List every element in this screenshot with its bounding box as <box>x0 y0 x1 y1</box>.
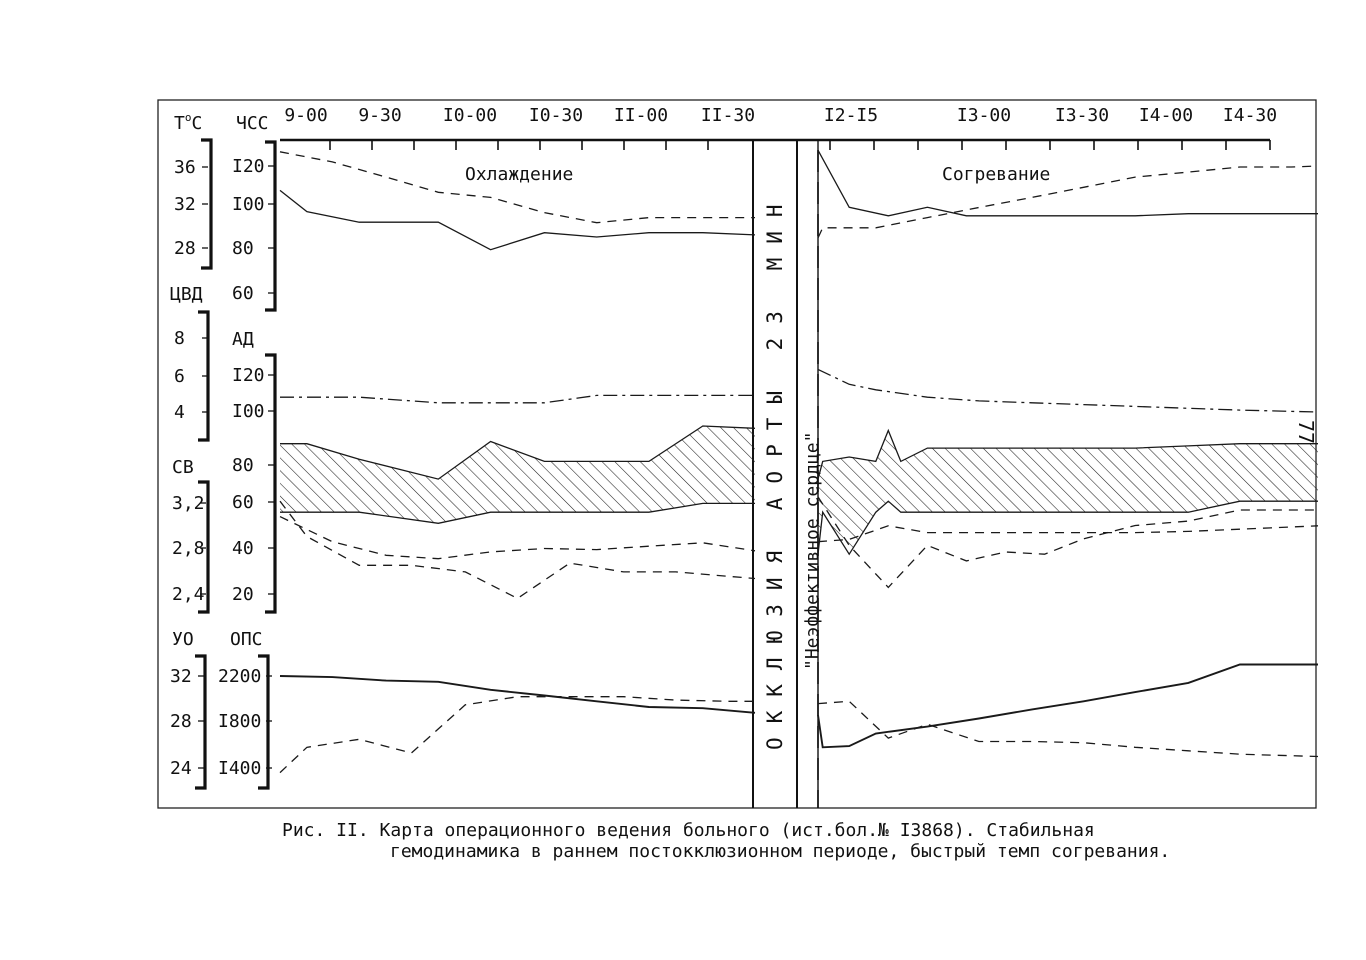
axis-brackets <box>195 138 277 790</box>
tick-label-svr-1: I800 <box>218 711 261 732</box>
series-temp-segment-0 <box>279 151 755 224</box>
axis-label-bp: АД <box>232 329 254 350</box>
tick-label-bp-3: 60 <box>232 492 254 513</box>
time-tick-4: II-00 <box>614 105 668 126</box>
bracket-hr <box>265 140 277 312</box>
time-tick-2: I0-00 <box>443 105 497 126</box>
bracket-sv <box>195 654 207 790</box>
series-svr-segment-1 <box>817 496 1318 589</box>
caption-line-1: Рис. II. Карта операционного ведения бол… <box>282 820 1095 841</box>
tick-label-temp-2: 28 <box>174 238 196 259</box>
tick-label-svr-0: 2200 <box>218 666 261 687</box>
tick-label-bp-1: I00 <box>232 401 265 422</box>
series-hr-segment-0 <box>279 189 756 251</box>
series-bp_dia-segment-1 <box>817 500 1318 556</box>
series-ci-segment-1 <box>817 525 1319 543</box>
tick-label-ci-2: 2,4 <box>172 584 205 605</box>
axis-label-svr: ОПС <box>230 629 263 650</box>
time-tick-0: 9-00 <box>284 105 327 126</box>
tick-label-bp-0: I20 <box>232 365 265 386</box>
tick-label-temp-1: 32 <box>174 194 196 215</box>
series-svr-segment-0 <box>279 500 756 600</box>
time-tick-1: 9-30 <box>358 105 401 126</box>
occlusion-label: ОККЛЮЗИЯ АОРТЫ 23 МИН <box>763 190 787 750</box>
tick-label-cvp-1: 6 <box>174 366 185 387</box>
bracket-cvp <box>198 310 210 442</box>
tick-labels: 36 32 28 I20 I00 80 60 8 6 4 I20 I00 80 60 40 20 3,2 2,8 2… <box>170 156 274 779</box>
tick-label-bp-5: 20 <box>232 584 254 605</box>
series-sv-segment-1 <box>817 700 1319 758</box>
tick-label-hr-1: I00 <box>232 194 265 215</box>
time-tick-8: I3-30 <box>1055 105 1109 126</box>
series-temp-segment-1 <box>817 165 1319 239</box>
bracket-svr <box>258 654 270 790</box>
series-svr_dyn-segment-0 <box>279 675 756 714</box>
axis-label-cvp: ЦВД <box>170 284 203 305</box>
ineffective-heart-label: "Неэффективное сердце" <box>802 432 823 670</box>
time-tick-5: II-30 <box>701 105 755 126</box>
axis-label-temp: ТоС <box>174 111 202 134</box>
time-tick-labels: 9-00 9-30 I0-00 I0-30 II-00 II-30 I2-I5 I3-00 I3… <box>284 105 1277 150</box>
time-tick-6: I2-I5 <box>824 105 878 126</box>
time-tick-7: I3-00 <box>957 105 1011 126</box>
bp-band-1 <box>818 430 1318 555</box>
tick-label-cvp-0: 8 <box>174 328 185 349</box>
series-bp_dia-segment-0 <box>280 502 755 524</box>
axis-label-hr: ЧСС <box>236 113 269 134</box>
tick-label-bp-2: 80 <box>232 455 254 476</box>
tick-label-bp-4: 40 <box>232 538 254 559</box>
tick-label-hr-2: 80 <box>232 238 254 259</box>
series-svr_dyn-segment-1 <box>817 663 1318 749</box>
time-tick-9: I4-00 <box>1139 105 1193 126</box>
tick-label-svr-2: I400 <box>218 758 261 779</box>
series-lines <box>279 149 1319 774</box>
series-bp_sys-segment-1 <box>817 428 1318 480</box>
series-bp_sys-segment-0 <box>280 425 756 480</box>
tick-label-ci-0: 3,2 <box>172 493 205 514</box>
bracket-temp <box>201 138 213 270</box>
series-cvp-segment-0 <box>280 394 755 404</box>
series-hr-segment-1 <box>817 149 1318 217</box>
phase-label-cooling: Охлаждение <box>465 164 573 185</box>
tick-label-hr-3: 60 <box>232 283 254 304</box>
page-number: 77 <box>1294 420 1318 445</box>
figure-caption: Рис. II. Карта операционного ведения бол… <box>282 820 1322 862</box>
bracket-bp <box>265 353 277 614</box>
phase-label-warming: Согревание <box>942 164 1050 185</box>
tick-label-hr-0: I20 <box>232 156 265 177</box>
bracket-ci <box>198 480 210 614</box>
blood-pressure-band <box>280 426 1318 555</box>
tick-label-sv-1: 28 <box>170 711 192 732</box>
bp-band-0 <box>280 426 755 524</box>
tick-label-sv-2: 24 <box>170 758 192 779</box>
tick-label-cvp-2: 4 <box>174 402 185 423</box>
axis-label-ci: СВ <box>172 457 194 478</box>
series-cvp-segment-1 <box>817 368 1319 413</box>
tick-label-sv-0: 32 <box>170 666 192 687</box>
tick-label-ci-1: 2,8 <box>172 538 205 559</box>
series-ci-segment-0 <box>279 516 756 560</box>
caption-line-2: гемодинамика в раннем постокклюзионном п… <box>390 841 1171 862</box>
tick-label-temp-0: 36 <box>174 157 196 178</box>
series-sv-segment-0 <box>279 696 755 774</box>
time-tick-10: I4-30 <box>1223 105 1277 126</box>
axis-label-sv: УО <box>172 629 194 650</box>
time-tick-3: I0-30 <box>529 105 583 126</box>
